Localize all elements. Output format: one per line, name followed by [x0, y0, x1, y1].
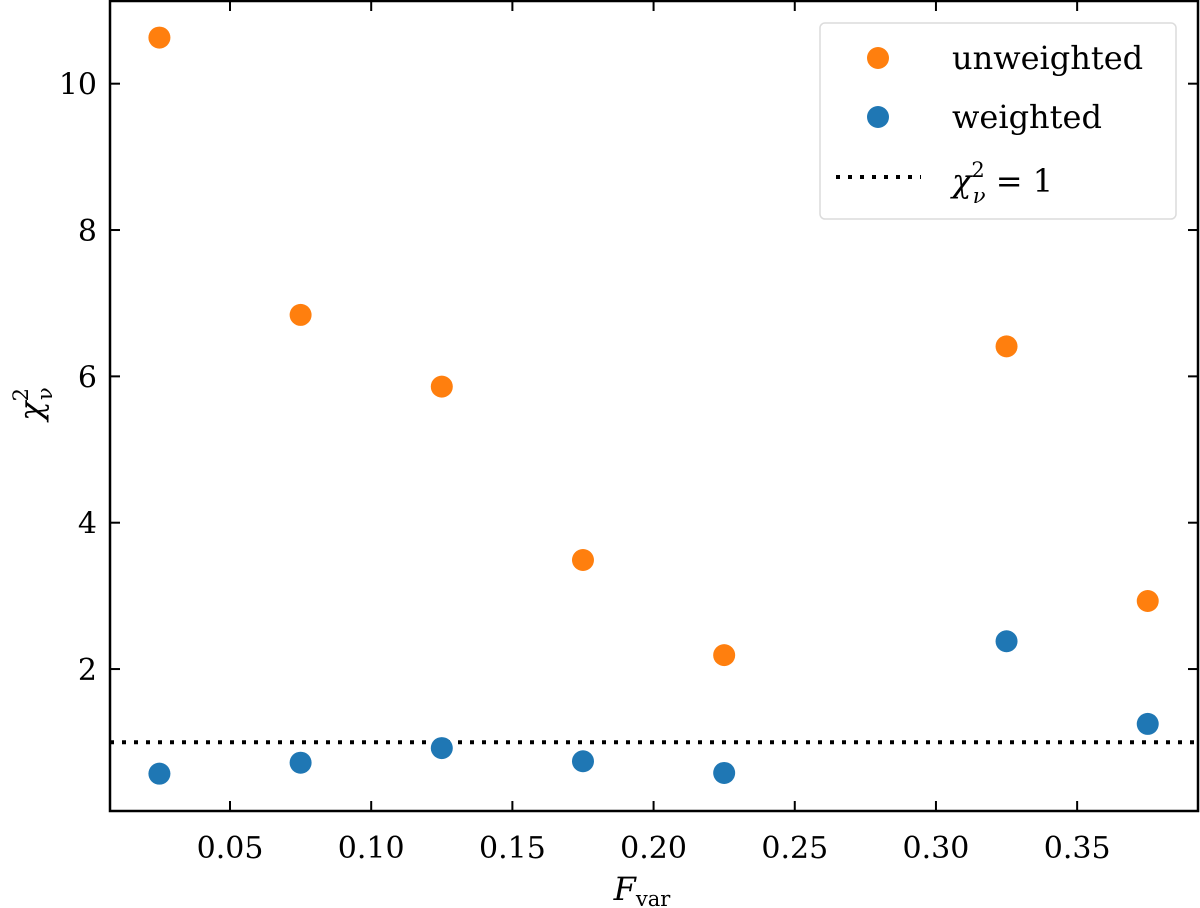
weighted-point — [1136, 712, 1159, 735]
x-tick-label: 0.20 — [620, 831, 687, 866]
x-tick-label: 0.25 — [761, 831, 828, 866]
x-axis-ticks: 0.05 0.10 0.15 0.20 0.25 0.30 0.35 — [197, 1, 1111, 866]
legend-unweighted-label: unweighted — [952, 39, 1143, 77]
weighted-point — [995, 630, 1018, 653]
y-tick-label: 10 — [59, 68, 97, 103]
legend-reference-label: χ2 ν = 1 — [950, 158, 1053, 208]
x-tick-label: 0.30 — [903, 831, 970, 866]
weighted-point — [430, 737, 453, 760]
legend-weighted-marker-icon — [867, 106, 889, 128]
svg-text:χ2ν: χ2ν — [9, 387, 57, 423]
y-axis-ticks: 2 4 6 8 10 — [59, 68, 1198, 688]
unweighted-point — [713, 644, 736, 667]
y-tick-label: 6 — [78, 360, 97, 395]
unweighted-point — [571, 549, 594, 572]
y-tick-label: 2 — [78, 653, 97, 688]
unweighted-point — [995, 335, 1018, 358]
legend-unweighted-marker-icon — [867, 47, 889, 69]
x-axis-label: Fvar — [613, 870, 672, 908]
unweighted-point — [289, 303, 312, 326]
x-tick-label: 0.15 — [479, 831, 546, 866]
unweighted-point — [148, 26, 171, 49]
y-tick-label: 8 — [78, 214, 97, 249]
x-tick-label: 0.35 — [1044, 831, 1111, 866]
weighted-point — [148, 762, 171, 785]
x-tick-label: 0.10 — [338, 831, 405, 866]
data-points — [148, 26, 1159, 785]
legend-weighted-label: weighted — [952, 98, 1102, 136]
y-tick-label: 4 — [78, 507, 97, 542]
unweighted-point — [430, 375, 453, 398]
legend-frame — [819, 22, 1177, 220]
weighted-point — [289, 751, 312, 774]
legend: unweighted weighted χ2 ν = 1 — [819, 22, 1177, 220]
y-axis-label: χ2ν — [9, 387, 57, 423]
weighted-point — [713, 761, 736, 784]
weighted-point — [571, 750, 594, 773]
x-tick-label: 0.05 — [197, 831, 264, 866]
unweighted-point — [1136, 590, 1159, 612]
